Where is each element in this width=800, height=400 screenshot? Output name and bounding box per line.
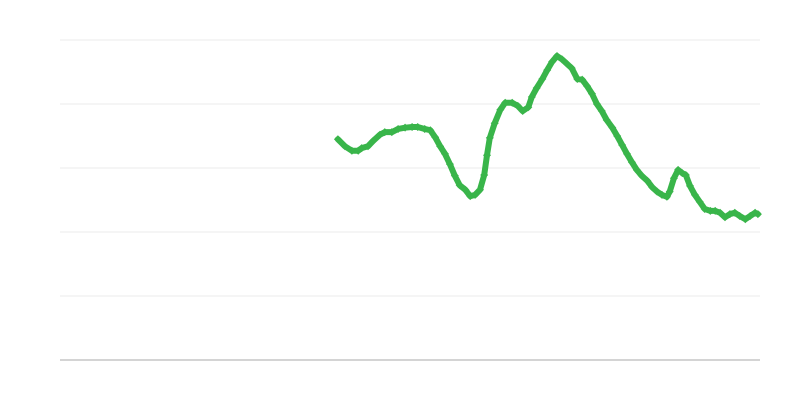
data-point <box>741 215 750 224</box>
data-point <box>340 142 349 151</box>
data-point <box>553 52 561 60</box>
data-point <box>401 123 410 132</box>
data-point <box>538 75 547 84</box>
data-point <box>455 181 464 190</box>
data-point <box>648 183 657 192</box>
data-point <box>627 158 636 167</box>
data-point <box>653 187 662 196</box>
data-point <box>364 142 372 151</box>
data-point <box>471 190 480 199</box>
data-point <box>643 176 652 185</box>
data-point <box>527 92 536 101</box>
data-point <box>632 165 641 174</box>
data-point <box>436 142 445 151</box>
data-point <box>730 208 739 217</box>
data-point <box>583 82 592 91</box>
data-point <box>333 135 342 144</box>
data-point <box>690 190 699 199</box>
data-point <box>567 64 576 73</box>
plot-area <box>333 52 762 224</box>
data-point <box>669 174 678 183</box>
data-point <box>394 124 403 133</box>
data-point <box>548 57 557 66</box>
data-point <box>445 160 454 169</box>
data-point <box>695 197 704 206</box>
data-point <box>578 75 587 84</box>
data-point <box>347 146 356 155</box>
data-point <box>420 124 429 133</box>
data-point <box>357 144 366 153</box>
data-point <box>524 103 533 112</box>
data-point <box>735 212 744 220</box>
data-point <box>623 149 631 158</box>
data-point <box>380 128 389 137</box>
data-point <box>592 100 601 108</box>
data-point <box>681 171 690 180</box>
data-point <box>665 187 674 196</box>
data-point <box>508 98 517 107</box>
data-point <box>721 213 729 222</box>
data-point <box>485 133 494 142</box>
data-point <box>461 185 470 194</box>
data-point <box>618 140 627 149</box>
data-point <box>431 133 440 142</box>
data-point <box>408 123 417 132</box>
data-point <box>518 107 527 116</box>
data-point <box>686 181 694 190</box>
gridlines <box>60 39 760 361</box>
data-point <box>441 149 449 158</box>
data-point <box>746 212 755 220</box>
data-point <box>608 123 617 132</box>
data-point <box>387 128 396 137</box>
data-point <box>426 126 435 135</box>
data-point <box>706 206 715 215</box>
data-point <box>557 55 566 64</box>
data-point <box>450 171 459 180</box>
data-point <box>573 75 582 84</box>
data-point <box>753 210 762 219</box>
data-point <box>490 119 499 128</box>
data-point <box>716 208 725 217</box>
data-point <box>501 98 510 107</box>
data-point <box>543 66 552 75</box>
data-point <box>532 84 541 92</box>
data-point <box>588 89 596 98</box>
data-point <box>562 59 571 68</box>
data-point <box>496 105 505 114</box>
data-point <box>637 171 646 180</box>
data-point <box>483 151 491 160</box>
data-point <box>413 123 422 132</box>
data-point <box>476 185 484 194</box>
data-point <box>597 107 606 116</box>
data-point <box>368 137 377 146</box>
data-point <box>513 101 522 110</box>
data-point <box>480 171 489 180</box>
data-point <box>613 132 622 140</box>
data-point <box>602 116 611 124</box>
